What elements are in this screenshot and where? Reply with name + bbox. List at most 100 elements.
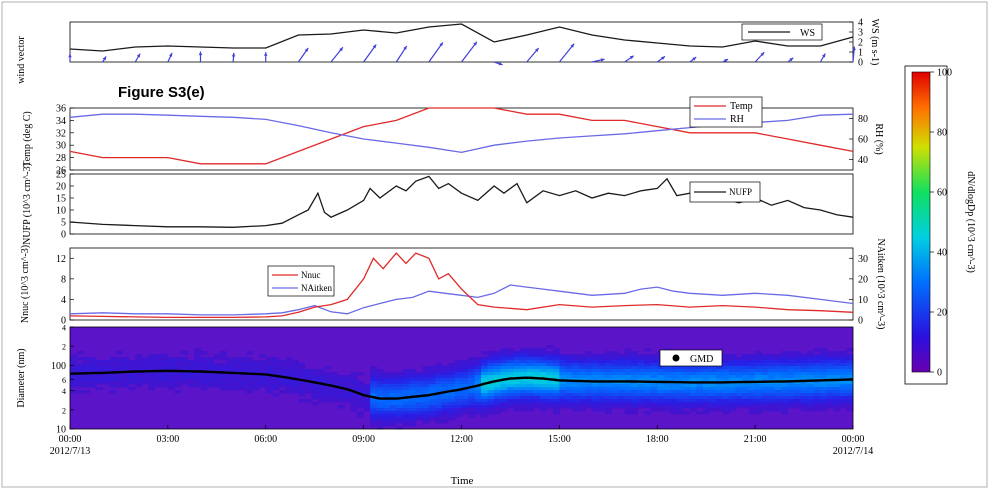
heatmap-cell	[415, 399, 423, 403]
heatmap-cell	[526, 360, 534, 364]
heatmap-cell	[357, 411, 364, 415]
heatmap-cell	[637, 405, 645, 409]
heatmap-cell	[298, 387, 306, 391]
heatmap-cell	[605, 351, 612, 355]
heatmap-cell	[383, 423, 391, 427]
heatmap-cell	[370, 375, 378, 379]
heatmap-cell	[481, 357, 488, 361]
heatmap-cell	[663, 393, 671, 397]
heatmap-cell	[455, 363, 462, 367]
heatmap-cell	[428, 384, 436, 388]
heatmap-cell	[481, 375, 488, 379]
heatmap-cell	[820, 357, 828, 361]
heatmap-cell	[840, 354, 847, 358]
heatmap-cell	[579, 405, 586, 409]
heatmap-cell	[357, 384, 364, 388]
heatmap-cell	[154, 366, 162, 370]
heatmap-cell	[598, 354, 606, 358]
heatmap-cell	[618, 372, 625, 376]
heatmap-cell	[748, 402, 756, 406]
heatmap-cell	[670, 405, 678, 409]
heatmap-cell	[748, 408, 756, 412]
heatmap-cell	[115, 363, 123, 367]
heatmap-cell	[448, 369, 456, 373]
heatmap-cell	[676, 384, 684, 388]
heatmap-cell	[324, 378, 332, 382]
heatmap-cell	[696, 375, 704, 379]
heatmap-cell	[611, 354, 619, 358]
heatmap-cell	[500, 372, 508, 376]
heatmap-cell	[840, 351, 847, 355]
heatmap-cell	[592, 375, 599, 379]
heatmap-cell	[644, 393, 652, 397]
heatmap-cell	[441, 399, 449, 403]
heatmap-cell	[513, 384, 521, 388]
heatmap-cell	[781, 399, 789, 403]
wind-arrow-head	[498, 62, 503, 66]
heatmap-cell	[376, 405, 384, 409]
heatmap-cell	[135, 372, 143, 376]
heatmap-cell	[272, 387, 280, 391]
heatmap-cell	[846, 402, 854, 406]
heatmap-cell	[376, 381, 384, 385]
heatmap-cell	[670, 372, 678, 376]
heatmap-cell	[526, 381, 534, 385]
heatmap-cell	[742, 369, 749, 373]
heatmap-cell	[278, 360, 286, 364]
heatmap-cell	[755, 354, 762, 358]
heatmap-cell	[787, 366, 795, 370]
x-tick-date: 2012/7/14	[833, 446, 874, 457]
heatmap-cell	[396, 399, 404, 403]
heatmap-cell	[324, 390, 332, 394]
heatmap-cell	[657, 396, 665, 400]
heatmap-cell	[409, 390, 417, 394]
heatmap-cell	[637, 372, 645, 376]
heatmap-cell	[813, 357, 821, 361]
heatmap-cell	[448, 414, 456, 418]
heatmap-cell	[461, 411, 469, 415]
heatmap-cell	[474, 363, 482, 367]
heatmap-cell	[207, 381, 214, 385]
heatmap-cell	[742, 390, 749, 394]
heatmap-cell	[468, 408, 475, 412]
heatmap-cell	[441, 384, 449, 388]
heatmap-cell	[70, 390, 77, 394]
heatmap-cell	[422, 408, 430, 412]
heatmap-cell	[546, 387, 554, 391]
heatmap-cell	[533, 381, 541, 385]
heatmap-cell	[376, 408, 384, 412]
heatmap-cell	[83, 369, 90, 373]
heatmap-cell	[768, 399, 776, 403]
heatmap-cell	[559, 363, 567, 367]
heatmap-cell	[513, 363, 521, 367]
heatmap-cell	[468, 366, 475, 370]
heatmap-cell	[826, 381, 834, 385]
heatmap-cell	[637, 375, 645, 379]
heatmap-cell	[161, 363, 169, 367]
heatmap-cell	[272, 372, 280, 376]
heatmap-cell	[676, 399, 684, 403]
heatmap-cell	[513, 366, 521, 370]
heatmap-cell	[507, 354, 515, 358]
heatmap-cell	[363, 384, 371, 388]
heatmap-cell	[102, 375, 110, 379]
heatmap-cell	[605, 354, 612, 358]
heatmap-cell	[807, 402, 815, 406]
wind-arrow-head	[692, 57, 697, 61]
heatmap-cell	[278, 369, 286, 373]
heatmap-cell	[585, 396, 593, 400]
heatmap-cell	[396, 384, 404, 388]
heatmap-cell	[683, 372, 691, 376]
heatmap-cell	[402, 375, 410, 379]
heatmap-cell	[487, 387, 495, 391]
heatmap-cell	[546, 351, 554, 355]
heatmap-cell	[650, 360, 658, 364]
heatmap-cell	[539, 369, 547, 373]
heatmap-cell	[774, 405, 782, 409]
heatmap-cell	[696, 390, 704, 394]
heatmap-cell	[187, 384, 195, 388]
heatmap-cell	[559, 354, 567, 358]
heatmap-cell	[611, 381, 619, 385]
diameter-tick-label: 10	[56, 425, 66, 436]
temp-ylabel-left: Temp (deg C)	[22, 111, 33, 166]
